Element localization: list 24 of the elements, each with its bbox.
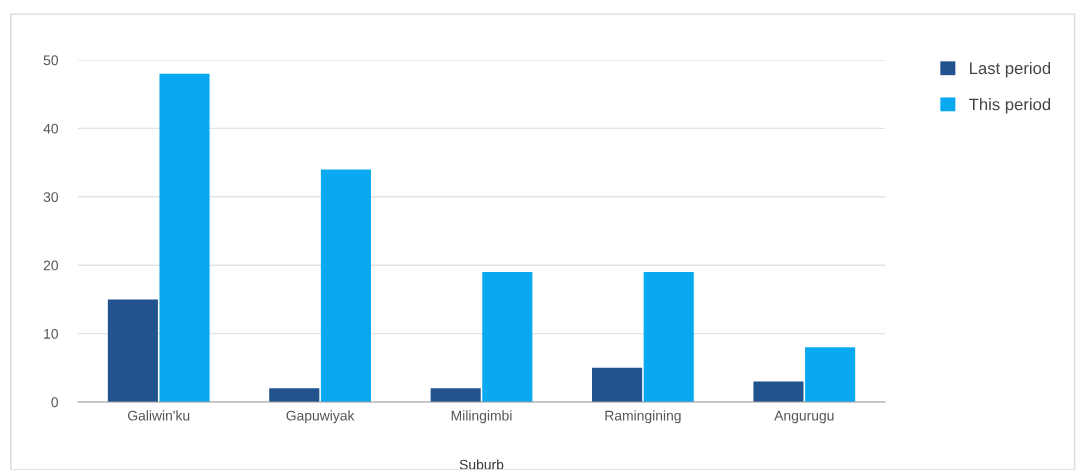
bar — [320, 169, 371, 402]
x-tick-label: Milingimbi — [451, 410, 512, 424]
bar — [482, 272, 533, 402]
x-tick-label: Gapuwiyak — [286, 410, 355, 424]
y-tick-label: 40 — [43, 123, 59, 134]
legend-label: This period — [969, 98, 1051, 114]
y-tick-label: 10 — [44, 328, 59, 339]
bar — [107, 299, 158, 402]
y-tick-label: 50 — [43, 55, 59, 66]
bar — [753, 381, 804, 402]
y-tick-label: 20 — [43, 260, 59, 271]
bar — [269, 388, 320, 402]
bar — [643, 272, 694, 402]
bar — [805, 347, 856, 402]
x-tick-label: Angurugu — [774, 410, 834, 424]
bar — [159, 73, 210, 402]
x-tick-label: Galiwin'ku — [127, 410, 190, 421]
x-tick-label: Ramingining — [605, 410, 681, 424]
y-tick-label: 30 — [43, 192, 59, 202]
legend-label: Last period — [970, 61, 1051, 78]
bar — [430, 388, 481, 402]
y-tick-label: 0 — [51, 397, 59, 408]
bar — [592, 367, 643, 402]
x-axis-title: Suburb — [459, 459, 504, 470]
